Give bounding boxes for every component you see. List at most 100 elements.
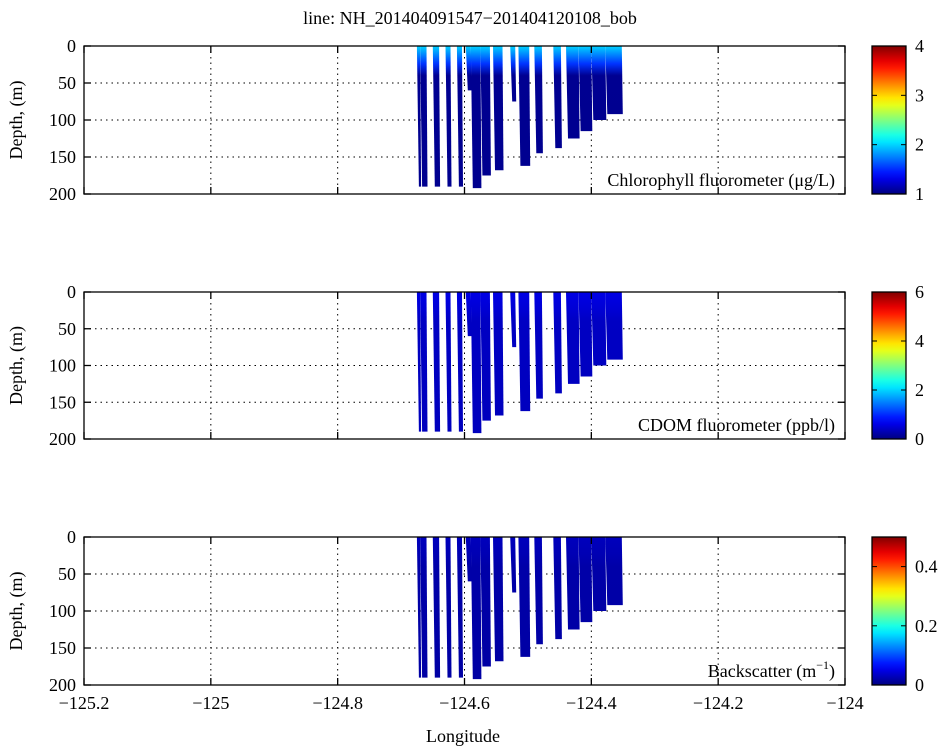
panel-variable-label: Chlorophyll fluorometer (μg/L) xyxy=(607,170,835,191)
y-axis-label: Depth, (m) xyxy=(6,572,27,651)
data-profile xyxy=(534,292,543,399)
data-profile xyxy=(591,46,607,120)
profile-group xyxy=(416,292,623,434)
data-profile xyxy=(566,292,580,384)
y-tick-label: 0 xyxy=(67,527,76,547)
colorbar-tick-label: 2 xyxy=(915,135,924,155)
data-profile xyxy=(510,537,517,593)
data-profile xyxy=(432,292,441,432)
data-profile xyxy=(445,292,452,432)
colorbar xyxy=(871,291,907,440)
x-tick-label: −125.2 xyxy=(59,693,110,713)
y-tick-label: 150 xyxy=(49,392,76,412)
data-profile xyxy=(510,46,517,102)
x-tick-label: −124.2 xyxy=(693,693,744,713)
data-profile xyxy=(465,46,472,91)
data-profile xyxy=(493,537,504,662)
unit-close: ) xyxy=(829,661,835,682)
x-tick-label: −124.8 xyxy=(312,693,363,713)
panel-3: 0 50 100 150 200 Depth, (m) Backscatter (m−1) 0… xyxy=(6,527,938,695)
colorbar-tick-label: 3 xyxy=(915,85,924,105)
data-profile xyxy=(445,46,452,187)
data-profile xyxy=(605,292,623,360)
data-profile xyxy=(416,46,422,187)
data-profile xyxy=(605,46,623,115)
data-profile xyxy=(420,46,428,187)
y-tick-label: 100 xyxy=(49,110,76,130)
x-tick-label: −124 xyxy=(826,693,863,713)
colorbar xyxy=(871,45,907,195)
data-profile xyxy=(456,292,463,432)
data-profile xyxy=(420,537,428,678)
panel-variable-label: CDOM fluorometer (ppb/l) xyxy=(638,415,835,436)
data-profile xyxy=(553,537,562,640)
data-profile xyxy=(553,46,562,149)
y-axis-label: Depth, (m) xyxy=(6,81,27,160)
data-profile xyxy=(493,46,504,171)
data-profile xyxy=(480,292,491,421)
x-tick-label: −125 xyxy=(192,693,229,713)
data-profile xyxy=(578,292,593,377)
data-profile xyxy=(416,292,422,432)
chart-title: line: NH_201404091547−201404120108_bob xyxy=(303,8,637,28)
data-profile xyxy=(553,292,562,394)
data-profile xyxy=(493,292,504,416)
colorbar-tick-label: 6 xyxy=(915,282,924,302)
data-profile xyxy=(456,537,463,678)
data-profile xyxy=(470,46,482,189)
data-profile xyxy=(456,46,463,187)
data-profile xyxy=(465,292,472,337)
data-profile xyxy=(534,537,543,645)
data-profile xyxy=(420,292,428,432)
profile-group xyxy=(416,537,623,680)
data-profile xyxy=(465,537,472,582)
data-profile xyxy=(591,292,607,366)
data-profile xyxy=(470,292,482,434)
y-tick-label: 100 xyxy=(49,601,76,621)
x-axis-label: Longitude xyxy=(426,726,500,746)
x-tick-label: −124.6 xyxy=(439,693,490,713)
panel-1: 0 50 100 150 200 Depth, (m) Chlorophyll fluoro… xyxy=(6,36,924,204)
colorbar-tick-label: 1 xyxy=(915,184,924,204)
data-profile xyxy=(534,46,543,154)
colorbar-tick-label: 0 xyxy=(915,429,924,449)
data-profile xyxy=(518,537,531,657)
y-tick-label: 50 xyxy=(58,319,76,339)
data-profile xyxy=(470,537,482,680)
y-tick-label: 0 xyxy=(67,282,76,302)
y-tick-label: 200 xyxy=(49,429,76,449)
colorbar-tick-label: 0.4 xyxy=(915,557,938,577)
data-profile xyxy=(432,537,441,678)
unit-superscript: −1 xyxy=(816,658,829,672)
profile-group xyxy=(416,46,623,189)
y-tick-label: 200 xyxy=(49,184,76,204)
data-profile xyxy=(566,537,580,630)
data-profile xyxy=(432,46,441,187)
colorbar-tick-label: 0.2 xyxy=(915,616,938,636)
data-profile xyxy=(591,537,607,611)
data-profile xyxy=(480,46,491,176)
data-profile xyxy=(416,537,422,678)
data-profile xyxy=(518,46,531,166)
y-tick-label: 0 xyxy=(67,36,76,56)
data-profile xyxy=(480,537,491,667)
x-tick-label: −124.4 xyxy=(566,693,617,713)
y-tick-label: 200 xyxy=(49,675,76,695)
data-profile xyxy=(518,292,531,412)
data-profile xyxy=(578,46,593,132)
y-tick-label: 150 xyxy=(49,147,76,167)
colorbar-tick-label: 4 xyxy=(915,36,924,56)
y-axis-label: Depth, (m) xyxy=(6,326,27,405)
panel-variable-label: Backscatter (m−1) xyxy=(708,658,835,682)
y-tick-label: 50 xyxy=(58,564,76,584)
colorbar-tick-label: 2 xyxy=(915,380,924,400)
data-profile xyxy=(566,46,580,139)
colorbar-tick-label: 4 xyxy=(915,331,924,351)
data-profile xyxy=(445,537,452,678)
data-profile xyxy=(605,537,623,606)
data-profile xyxy=(510,292,517,348)
panel-2: 0 50 100 150 200 Depth, (m) CDOM fluorometer (… xyxy=(6,282,924,449)
colorbar-tick-label: 0 xyxy=(915,675,924,695)
